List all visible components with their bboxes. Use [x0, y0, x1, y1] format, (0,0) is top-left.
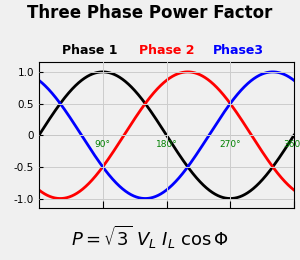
Text: Phase 1: Phase 1 — [62, 44, 118, 57]
Text: 270°: 270° — [219, 140, 241, 149]
Text: 90°: 90° — [95, 140, 111, 149]
Text: 180°: 180° — [156, 140, 177, 149]
Text: 360°: 360° — [283, 140, 300, 149]
Text: Phase3: Phase3 — [212, 44, 263, 57]
Text: $P = \sqrt{3}\ V_L\ I_L\ \cos\Phi$: $P = \sqrt{3}\ V_L\ I_L\ \cos\Phi$ — [71, 224, 229, 251]
Text: Phase 2: Phase 2 — [139, 44, 194, 57]
Text: Three Phase Power Factor: Three Phase Power Factor — [27, 4, 273, 22]
